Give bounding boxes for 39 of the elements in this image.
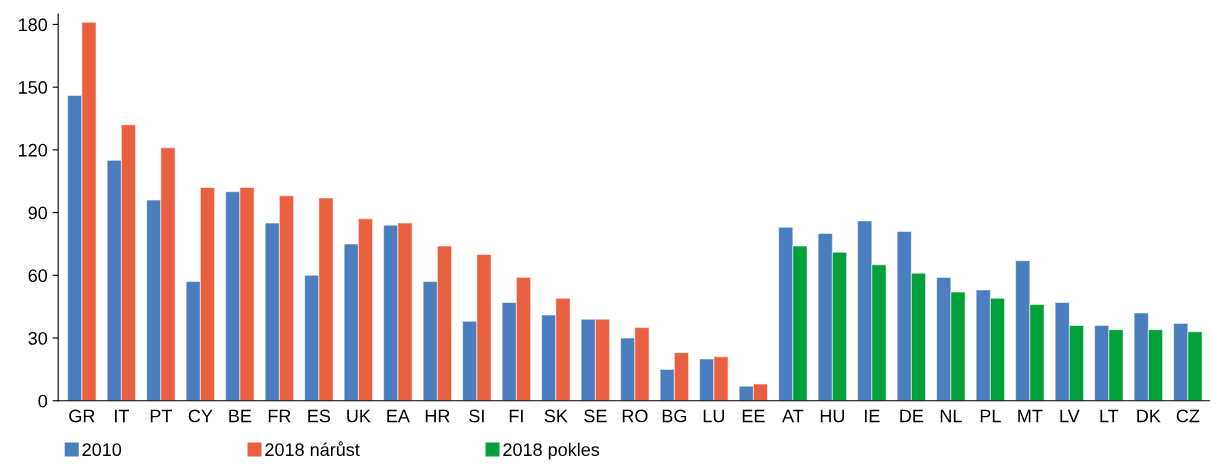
x-tick-label: SI bbox=[469, 409, 484, 423]
x-tick-label: SE bbox=[584, 409, 607, 423]
x-tick-label: FI bbox=[509, 409, 523, 423]
x-tick-label: BG bbox=[662, 409, 687, 423]
x-tick-label: HR bbox=[425, 409, 450, 423]
x-tick-label: CZ bbox=[1176, 409, 1200, 423]
x-tick-label: UK bbox=[347, 409, 371, 423]
legend-label: 2010 bbox=[82, 443, 122, 457]
x-tick-label: LT bbox=[1100, 409, 1119, 423]
x-tick-label: IE bbox=[865, 409, 880, 423]
x-tick-label: ES bbox=[308, 409, 331, 423]
x-tick-label: IT bbox=[115, 409, 129, 423]
y-tick-label: 180 bbox=[19, 18, 48, 32]
y-tick-label: 120 bbox=[19, 143, 48, 157]
x-tick-label: AT bbox=[782, 409, 804, 423]
y-tick-label: 90 bbox=[28, 206, 48, 220]
x-tick-label: SK bbox=[544, 409, 568, 423]
y-tick-label: 150 bbox=[19, 81, 48, 94]
x-tick-label: LU bbox=[703, 409, 725, 423]
x-tick-label: NL bbox=[940, 409, 962, 423]
y-tick-label: 60 bbox=[28, 269, 48, 283]
x-tick-label: EE bbox=[742, 409, 765, 423]
x-tick-label: DK bbox=[1137, 409, 1161, 423]
x-tick-label: PL bbox=[980, 409, 1001, 423]
legend-label: 2018 nárůst bbox=[265, 441, 360, 457]
y-tick-label: 30 bbox=[28, 331, 48, 345]
y-tick-label: 0 bbox=[38, 394, 48, 408]
x-tick-label: GR bbox=[69, 409, 95, 423]
x-tick-label: HU bbox=[820, 409, 844, 423]
x-tick-label: FR bbox=[268, 409, 291, 423]
legend-label: 2018 pokles bbox=[503, 442, 600, 460]
x-tick-label: MT bbox=[1018, 409, 1043, 423]
x-tick-label: LV bbox=[1060, 409, 1080, 423]
x-tick-label: PT bbox=[150, 409, 172, 423]
x-tick-label: DE bbox=[900, 409, 924, 423]
x-tick-label: EA bbox=[387, 409, 410, 423]
x-tick-label: CY bbox=[188, 409, 213, 423]
x-tick-label: RO bbox=[622, 409, 648, 423]
x-tick-label: BE bbox=[229, 409, 252, 423]
